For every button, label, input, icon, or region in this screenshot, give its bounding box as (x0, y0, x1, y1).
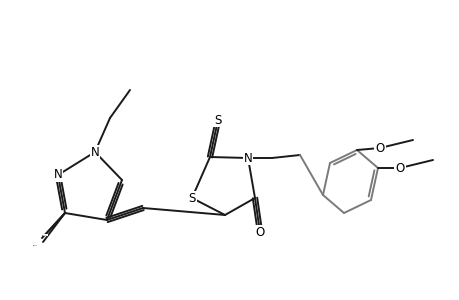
Text: N: N (54, 169, 62, 182)
Text: O: O (375, 142, 384, 154)
Text: S: S (214, 113, 221, 127)
Text: O: O (395, 161, 404, 175)
Text: S: S (188, 191, 195, 205)
Text: methyl: methyl (417, 139, 422, 140)
Text: N: N (90, 146, 99, 158)
Text: O: O (255, 226, 264, 238)
Text: methyl: methyl (33, 244, 37, 246)
Text: N: N (243, 152, 252, 164)
Text: methyl...: methyl... (42, 234, 48, 236)
